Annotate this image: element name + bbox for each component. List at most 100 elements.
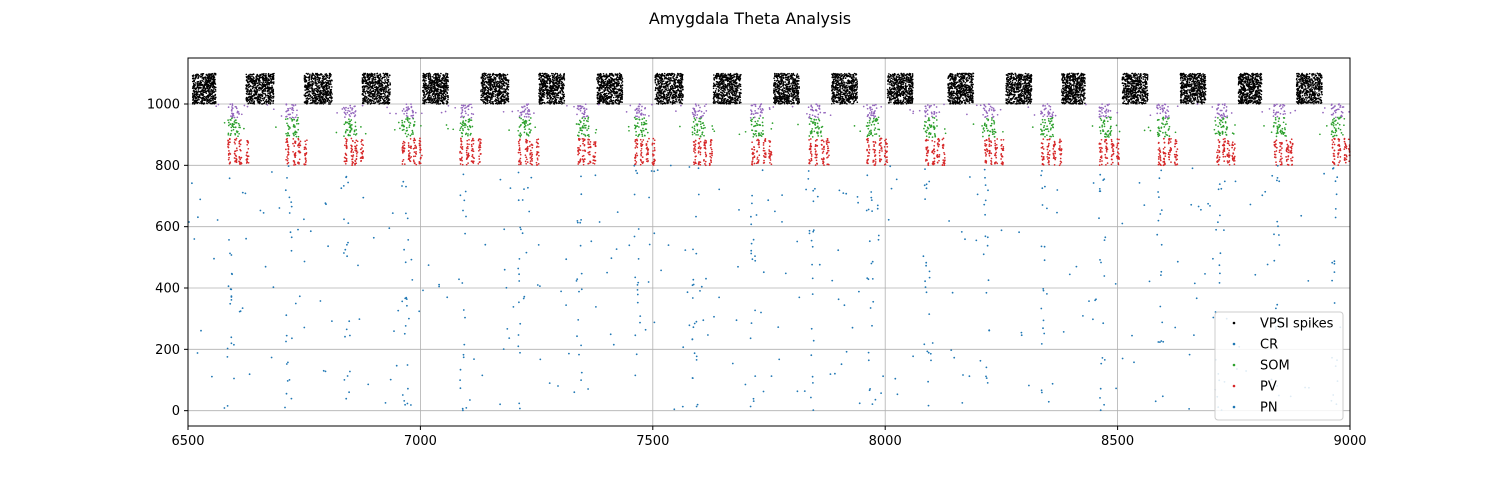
vpsi-spike-point: [483, 101, 486, 104]
vpsi-spike-point: [255, 79, 258, 81]
vpsi-spike-point: [422, 73, 425, 75]
vpsi-spike-point: [489, 86, 491, 88]
vpsi-spike-point: [199, 75, 201, 77]
vpsi-spike-point: [607, 90, 610, 93]
vpsi-spike-point: [441, 81, 443, 84]
vpsi-spike-point: [553, 79, 555, 82]
vpsi-spike-point: [362, 93, 364, 95]
vpsi-spike-point: [267, 74, 270, 76]
vpsi-spike-point: [269, 73, 272, 76]
vpsi-spike-point: [493, 84, 496, 86]
vpsi-spike-point: [558, 80, 560, 83]
vpsi-spike-point: [378, 74, 381, 76]
vpsi-spike-point: [308, 81, 310, 84]
vpsi-spike-point: [434, 97, 437, 99]
vpsi-spike-point: [245, 76, 248, 78]
vpsi-spike-point: [202, 99, 204, 101]
vpsi-spike-point: [206, 87, 209, 90]
vpsi-spike-point: [494, 94, 497, 96]
vpsi-spike-point: [429, 86, 431, 89]
vpsi-spike-point: [385, 101, 387, 103]
vpsi-spike-point: [422, 97, 425, 99]
vpsi-spike-point: [495, 100, 497, 102]
vpsi-spike-point: [540, 79, 542, 81]
vpsi-spike-point: [663, 102, 666, 105]
vpsi-spike-point: [680, 77, 682, 80]
vpsi-spike-point: [501, 91, 504, 93]
vpsi-spike-point: [305, 98, 308, 100]
vpsi-spike-point: [384, 94, 386, 96]
vpsi-spike-point: [489, 76, 492, 79]
vpsi-spike-point: [372, 90, 375, 93]
vpsi-spike-point: [673, 84, 676, 86]
vpsi-spike-point: [200, 87, 202, 89]
vpsi-spike-point: [481, 88, 484, 91]
vpsi-spike-point: [675, 91, 678, 94]
vpsi-spike-point: [601, 91, 603, 94]
vpsi-spike-point: [198, 82, 201, 85]
vpsi-spike-point: [259, 81, 261, 84]
vpsi-spike-point: [618, 94, 621, 97]
vpsi-spike-point: [262, 97, 264, 100]
vpsi-spike-point: [556, 72, 559, 75]
vpsi-spike-point: [197, 76, 200, 78]
vpsi-spike-point: [261, 81, 263, 84]
vpsi-spike-point: [364, 95, 366, 97]
vpsi-spike-point: [383, 74, 386, 76]
vpsi-spike-point: [488, 84, 490, 86]
vpsi-spike-point: [443, 92, 446, 94]
vpsi-spike-point: [546, 80, 548, 82]
vpsi-spike-point: [255, 93, 257, 96]
vpsi-spike-point: [680, 96, 682, 99]
vpsi-spike-point: [482, 86, 484, 89]
vpsi-spike-point: [502, 74, 504, 76]
vpsi-spike-point: [258, 89, 260, 92]
vpsi-spike-point: [656, 78, 658, 80]
vpsi-spike-point: [547, 75, 550, 77]
vpsi-spike-point: [488, 96, 490, 98]
vpsi-spike-point: [322, 75, 325, 77]
vpsi-spike-point: [251, 75, 253, 77]
vpsi-spike-point: [673, 93, 676, 96]
vpsi-spike-point: [376, 75, 378, 77]
vpsi-spike-point: [251, 100, 253, 103]
vpsi-spike-point: [422, 89, 424, 92]
vpsi-spike-point: [364, 91, 367, 93]
vpsi-spike-point: [559, 90, 561, 92]
vpsi-spike-point: [312, 73, 314, 76]
vpsi-spike-point: [678, 101, 681, 104]
vpsi-spike-point: [658, 90, 661, 92]
vpsi-spike-point: [371, 84, 374, 87]
vpsi-spike-point: [305, 76, 308, 78]
vpsi-spike-point: [324, 73, 327, 76]
vpsi-spike-point: [505, 93, 508, 95]
vpsi-spike-point: [678, 84, 681, 87]
vpsi-spike-point: [308, 79, 310, 82]
vpsi-spike-point: [428, 94, 430, 96]
vpsi-spike-point: [196, 73, 199, 76]
vpsi-spike-point: [207, 97, 210, 99]
vpsi-spike-point: [257, 95, 259, 97]
vpsi-spike-point: [676, 90, 679, 92]
vpsi-spike-point: [305, 84, 307, 87]
vpsi-spike-point: [617, 73, 619, 76]
vpsi-spike-point: [319, 101, 322, 103]
vpsi-spike-point: [668, 73, 670, 76]
vpsi-spike-point: [607, 86, 610, 89]
vpsi-spike-point: [253, 94, 255, 96]
vpsi-spike-point: [545, 88, 548, 91]
vpsi-spike-point: [612, 89, 615, 91]
vpsi-spike-point: [213, 87, 215, 90]
vpsi-spike-point: [439, 103, 441, 105]
vpsi-spike-point: [366, 99, 369, 101]
vpsi-spike-point: [608, 80, 610, 82]
vpsi-spike-point: [603, 82, 606, 84]
vpsi-spike-point: [385, 85, 387, 87]
vpsi-spike-point: [319, 97, 322, 99]
vpsi-spike-point: [443, 88, 445, 90]
vpsi-spike-point: [266, 83, 269, 86]
vpsi-spike-point: [563, 93, 565, 96]
vpsi-spike-point: [443, 90, 446, 93]
vpsi-spike-point: [202, 77, 205, 80]
vpsi-spike-point: [374, 98, 377, 100]
